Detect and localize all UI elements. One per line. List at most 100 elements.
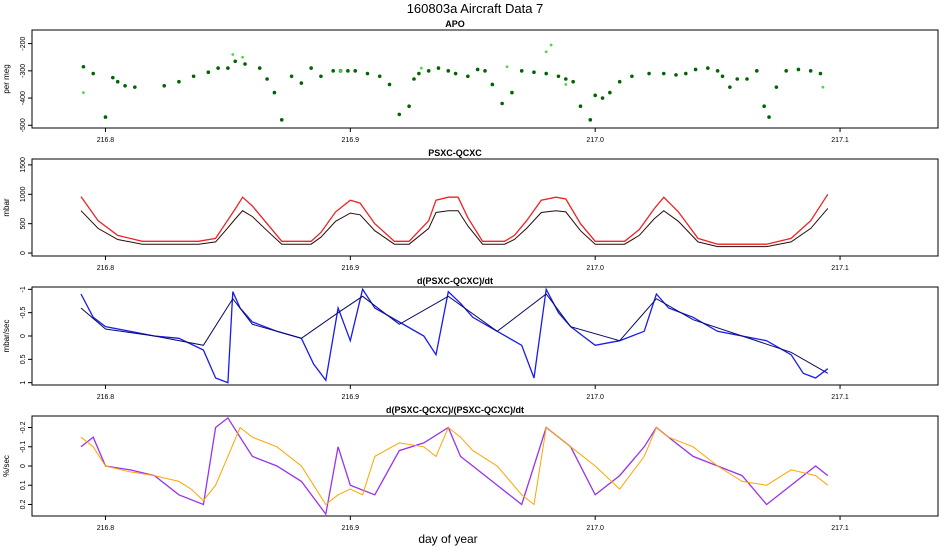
data-point — [647, 71, 651, 76]
data-point — [191, 74, 196, 79]
data-point — [549, 43, 553, 47]
data-point — [387, 82, 392, 87]
data-point — [397, 112, 402, 117]
x-tick-label: 217.1 — [831, 137, 849, 144]
data-point — [177, 79, 181, 84]
x-tick-label: 216.9 — [342, 265, 360, 272]
data-point — [353, 69, 358, 73]
data-point — [272, 90, 277, 95]
y-tick-label: 0.2 — [20, 499, 27, 509]
y-tick-label: -1 — [20, 286, 27, 292]
data-point — [412, 77, 416, 81]
series-line-0 — [80, 193, 829, 245]
data-point — [728, 85, 732, 89]
data-point — [123, 84, 127, 88]
chart-panel-1: PSXC-QCXC mbar 0 500 1000 1500 216.8 216.9 217.0… — [2, 148, 939, 272]
data-point — [693, 67, 698, 72]
data-point — [593, 93, 597, 98]
x-tick-label: 216.8 — [97, 137, 115, 144]
data-point — [767, 115, 771, 119]
data-point — [279, 118, 284, 122]
data-point — [289, 74, 294, 79]
data-point — [241, 55, 244, 59]
series-layer — [81, 43, 825, 122]
data-point — [115, 79, 120, 84]
series-line-0 — [80, 287, 829, 384]
data-point — [505, 65, 509, 69]
panel-title: d(PSXC-QCXC)/dt — [417, 276, 493, 286]
data-point — [808, 69, 813, 73]
data-point — [231, 53, 235, 56]
data-point — [331, 69, 335, 73]
data-point — [720, 74, 725, 79]
data-point — [578, 104, 583, 109]
y-axis-label: per meg — [2, 64, 11, 93]
y-tick-label: -400 — [20, 91, 27, 105]
x-tick-label: 217.0 — [586, 394, 604, 401]
data-point — [407, 104, 411, 109]
data-point — [762, 104, 766, 109]
y-tick-label: -0.1 — [20, 441, 27, 453]
y-axis-label: %/sec — [2, 455, 11, 477]
x-tick-label: 216.8 — [97, 525, 115, 532]
y-tick-label: 0.1 — [20, 480, 27, 490]
data-point — [556, 74, 561, 79]
data-point — [206, 70, 211, 74]
data-point — [544, 50, 548, 54]
y-tick-label: 1 — [20, 381, 27, 385]
data-point — [417, 71, 421, 76]
data-point — [519, 69, 524, 73]
series-line-1 — [80, 426, 829, 506]
series-layer — [80, 416, 829, 516]
data-point — [243, 62, 247, 66]
data-point — [784, 69, 788, 73]
data-point — [510, 90, 514, 95]
data-point — [377, 74, 382, 79]
data-point — [162, 84, 167, 88]
data-point — [82, 91, 85, 95]
x-tick-label: 216.9 — [342, 394, 360, 401]
data-point — [81, 64, 86, 69]
data-point — [564, 83, 568, 86]
data-point — [257, 66, 262, 70]
data-point — [630, 74, 634, 79]
data-point — [608, 90, 612, 95]
figure-title: 160803a Aircraft Data 7 — [407, 1, 544, 16]
data-point — [453, 71, 458, 76]
y-tick-label: 0 — [20, 334, 27, 338]
data-point — [346, 69, 350, 73]
plot-frame — [31, 158, 939, 257]
series-line-1 — [80, 208, 829, 248]
x-tick-label: 216.9 — [342, 137, 360, 144]
x-tick-label: 217.1 — [831, 265, 849, 272]
data-point — [475, 67, 480, 72]
x-tick-label: 216.8 — [97, 394, 115, 401]
series-layer — [80, 193, 829, 248]
y-tick-label: 1000 — [20, 186, 27, 202]
data-point — [821, 85, 825, 89]
data-point — [735, 77, 740, 81]
data-point — [500, 101, 504, 106]
x-tick-label: 216.9 — [342, 525, 360, 532]
data-point — [309, 66, 313, 70]
data-point — [265, 77, 269, 81]
data-point — [226, 66, 230, 70]
chart-panel-3: d(PSXC-QCXC)/(PSXC-QCXC)/dt %/sec -0.2 -0.1… — [2, 405, 939, 532]
plot-frame — [31, 415, 939, 517]
plot-frame — [31, 29, 939, 129]
data-point — [745, 77, 749, 81]
y-tick-label: -200 — [20, 37, 27, 51]
data-point — [133, 85, 137, 89]
data-point — [796, 67, 801, 72]
data-point — [319, 74, 323, 79]
chart-panel-0: APO per meg -500 -400 -300 -200 216.8 216.9 217.… — [2, 19, 939, 144]
data-point — [715, 69, 720, 73]
y-tick-label: 500 — [20, 218, 27, 230]
y-tick-label: 0.5 — [20, 354, 27, 364]
y-tick-label: -300 — [20, 64, 27, 78]
series-layer — [80, 287, 829, 384]
data-point — [706, 66, 710, 70]
data-point — [490, 82, 495, 87]
data-point — [111, 75, 115, 80]
data-point — [233, 59, 238, 64]
